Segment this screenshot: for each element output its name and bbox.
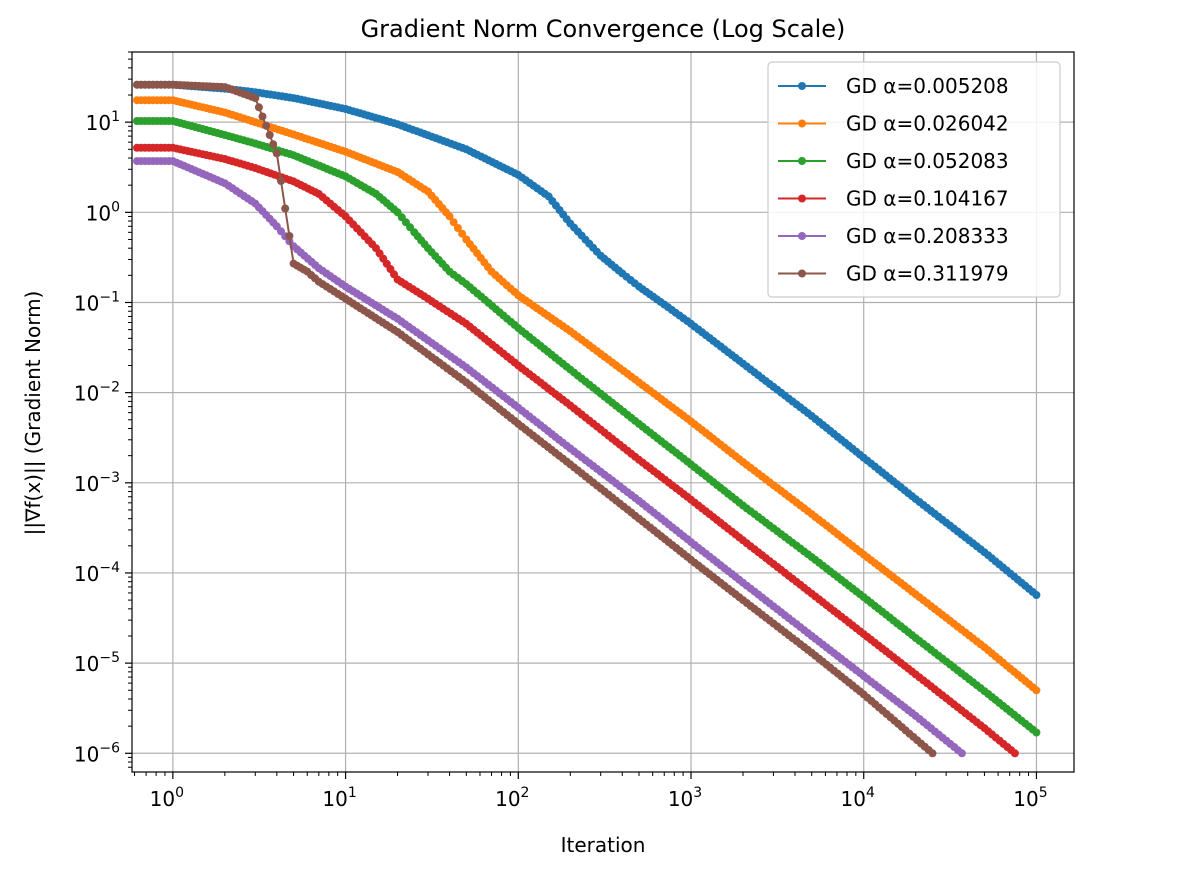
data-point bbox=[277, 177, 285, 185]
legend-marker bbox=[798, 269, 806, 278]
data-point bbox=[269, 140, 278, 149]
x-axis-label: Iteration bbox=[561, 833, 646, 857]
x-tick-label: 105 bbox=[1013, 785, 1047, 811]
x-tick-label: 104 bbox=[841, 785, 875, 811]
data-point bbox=[1032, 591, 1041, 599]
x-tick-label: 100 bbox=[150, 785, 184, 811]
legend-item: GD α=0.026042 bbox=[778, 112, 1009, 136]
data-point bbox=[1032, 728, 1041, 737]
y-tick-label: 100 bbox=[86, 199, 120, 225]
x-tick-label: 101 bbox=[322, 785, 356, 811]
legend-item: GD α=0.104167 bbox=[778, 187, 1009, 211]
legend-marker bbox=[798, 157, 806, 165]
legend-label: GD α=0.311979 bbox=[846, 262, 1009, 286]
x-tick-label: 103 bbox=[668, 785, 702, 811]
legend-label: GD α=0.104167 bbox=[846, 187, 1009, 211]
data-point bbox=[449, 218, 458, 227]
series-lines bbox=[133, 80, 1041, 758]
y-tick-label: 10−5 bbox=[74, 650, 120, 676]
data-point bbox=[957, 749, 966, 758]
legend-label: GD α=0.005208 bbox=[846, 74, 1009, 98]
legend-label: GD α=0.026042 bbox=[846, 112, 1009, 136]
y-axis-label: ||∇f(x)|| (Gradient Norm) bbox=[21, 291, 45, 536]
legend-item: GD α=0.052083 bbox=[778, 149, 1009, 173]
data-point bbox=[928, 749, 937, 758]
series-5 bbox=[133, 157, 966, 758]
data-point bbox=[458, 229, 467, 238]
x-tick-label: 102 bbox=[495, 785, 529, 811]
legend-marker bbox=[798, 194, 806, 203]
legend-box bbox=[767, 61, 1061, 298]
y-tick-label: 10−3 bbox=[74, 470, 120, 496]
data-point bbox=[262, 121, 271, 130]
legend-item: GD α=0.005208 bbox=[778, 74, 1009, 98]
data-point bbox=[265, 131, 274, 139]
legend-label: GD α=0.052083 bbox=[846, 149, 1009, 173]
data-point bbox=[258, 112, 267, 121]
y-tick-label: 10−1 bbox=[74, 289, 120, 315]
data-point bbox=[251, 94, 260, 103]
legend-label: GD α=0.208333 bbox=[846, 224, 1009, 248]
plot-area-frame bbox=[131, 51, 1075, 773]
data-point bbox=[285, 232, 294, 240]
series-4 bbox=[133, 143, 1019, 758]
chart-title: Gradient Norm Convergence (Log Scale) bbox=[361, 15, 846, 43]
legend-marker bbox=[798, 82, 806, 90]
axis-ticks: 100 101 102 103 104 105 101 100 10−1 10−2 10−3 10−4… bbox=[74, 51, 1048, 811]
data-point bbox=[445, 212, 454, 221]
series-6 bbox=[133, 80, 937, 758]
legend-marker bbox=[798, 119, 806, 128]
y-tick-label: 101 bbox=[86, 109, 120, 135]
legend-item: GD α=0.208333 bbox=[778, 224, 1009, 248]
y-tick-label: 10−6 bbox=[74, 740, 120, 766]
y-tick-label: 10−4 bbox=[74, 560, 120, 586]
series-2 bbox=[133, 96, 1041, 695]
data-point bbox=[453, 224, 462, 232]
legend: GD α=0.005208 GD α=0.026042 GD α=0.052083 G… bbox=[767, 61, 1061, 298]
data-point bbox=[1010, 749, 1019, 758]
series-3 bbox=[133, 117, 1041, 737]
data-point bbox=[1032, 686, 1041, 695]
y-tick-label: 10−2 bbox=[74, 380, 120, 406]
data-point bbox=[272, 149, 281, 158]
legend-item: GD α=0.311979 bbox=[778, 262, 1009, 286]
legend-marker bbox=[798, 232, 806, 240]
data-point bbox=[281, 204, 290, 213]
data-point bbox=[254, 103, 263, 112]
